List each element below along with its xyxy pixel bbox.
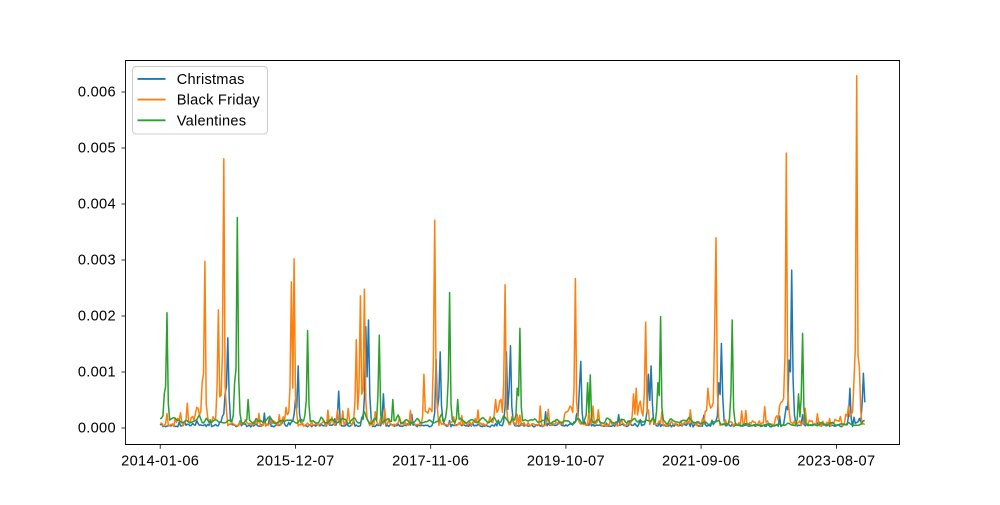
svg-text:0.001: 0.001 [78,365,116,381]
svg-text:2017-11-06: 2017-11-06 [392,454,469,470]
svg-text:0.002: 0.002 [78,309,116,325]
svg-text:0.005: 0.005 [78,141,116,157]
svg-text:Christmas: Christmas [177,72,245,88]
svg-text:2015-12-07: 2015-12-07 [256,454,334,470]
svg-text:0.006: 0.006 [78,85,116,101]
svg-text:0.003: 0.003 [78,253,116,269]
svg-text:0.000: 0.000 [78,421,116,437]
svg-text:Valentines: Valentines [177,113,247,129]
svg-text:2021-09-06: 2021-09-06 [662,454,740,470]
svg-text:2014-01-06: 2014-01-06 [121,454,199,470]
svg-text:Black Friday: Black Friday [177,93,261,109]
svg-text:2023-08-07: 2023-08-07 [797,454,875,470]
svg-text:2019-10-07: 2019-10-07 [527,454,605,470]
svg-text:0.004: 0.004 [78,197,116,213]
